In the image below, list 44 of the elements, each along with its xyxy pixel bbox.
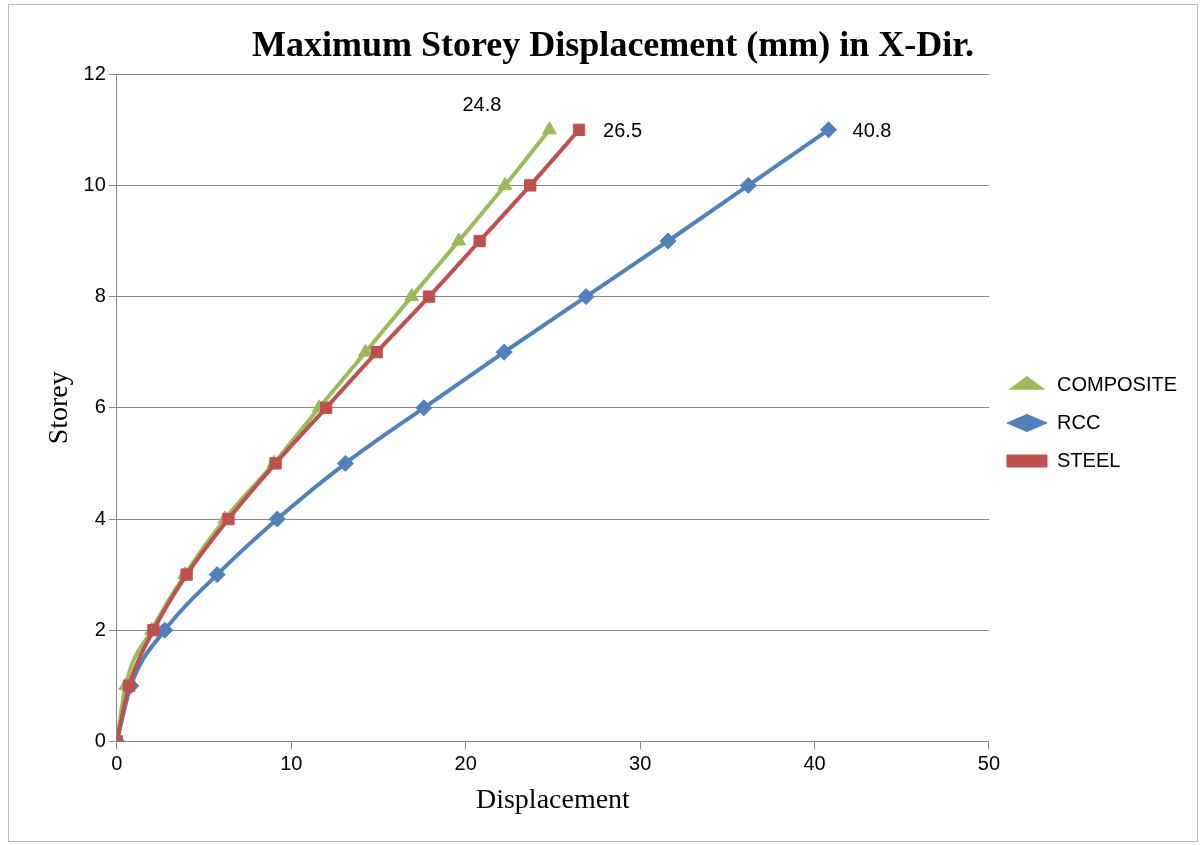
point [208,566,226,584]
point [820,121,838,139]
point [451,232,467,246]
y-tick-label: 6 [94,395,106,418]
x-axis-title: Displacement [475,782,631,814]
annotation: 24.8 [462,93,502,116]
point [572,123,586,136]
point [497,176,513,190]
point [320,401,333,414]
point [542,121,557,135]
annotation: 26.5 [603,119,643,142]
x-tick-label: 20 [454,751,477,774]
point [370,346,383,359]
point [473,234,486,248]
point [577,288,595,306]
annotation: 40.8 [852,119,892,142]
x-tick-label: 40 [803,751,826,774]
legend-label: STEEL [1056,448,1121,471]
y-tick-label: 10 [83,172,106,195]
x-tick-label: 50 [977,751,1001,774]
y-tick-label: 4 [94,506,106,529]
legend-label: RCC [1056,410,1101,433]
point [404,288,420,302]
x-tick-label: 30 [629,751,652,774]
point [659,232,677,250]
x-tick-label: 10 [280,751,303,774]
y-axis-title: Storey [42,371,74,445]
legend-label: COMPOSITE [1056,372,1178,395]
point [122,679,136,692]
y-tick-label: 12 [83,61,106,84]
point [739,176,757,194]
y-tick-label: 0 [94,728,106,751]
point [422,290,436,303]
point [268,510,286,528]
y-tick-label: 8 [94,284,106,307]
point [336,454,354,472]
point [415,399,433,417]
point [495,343,513,361]
chart-title: Maximum Storey Displacement (mm) in X-Dir. [252,23,974,64]
point [222,512,235,526]
x-tick-label: 0 [111,751,123,774]
y-tick-label: 2 [94,617,106,640]
point [357,343,373,357]
point [524,179,537,192]
